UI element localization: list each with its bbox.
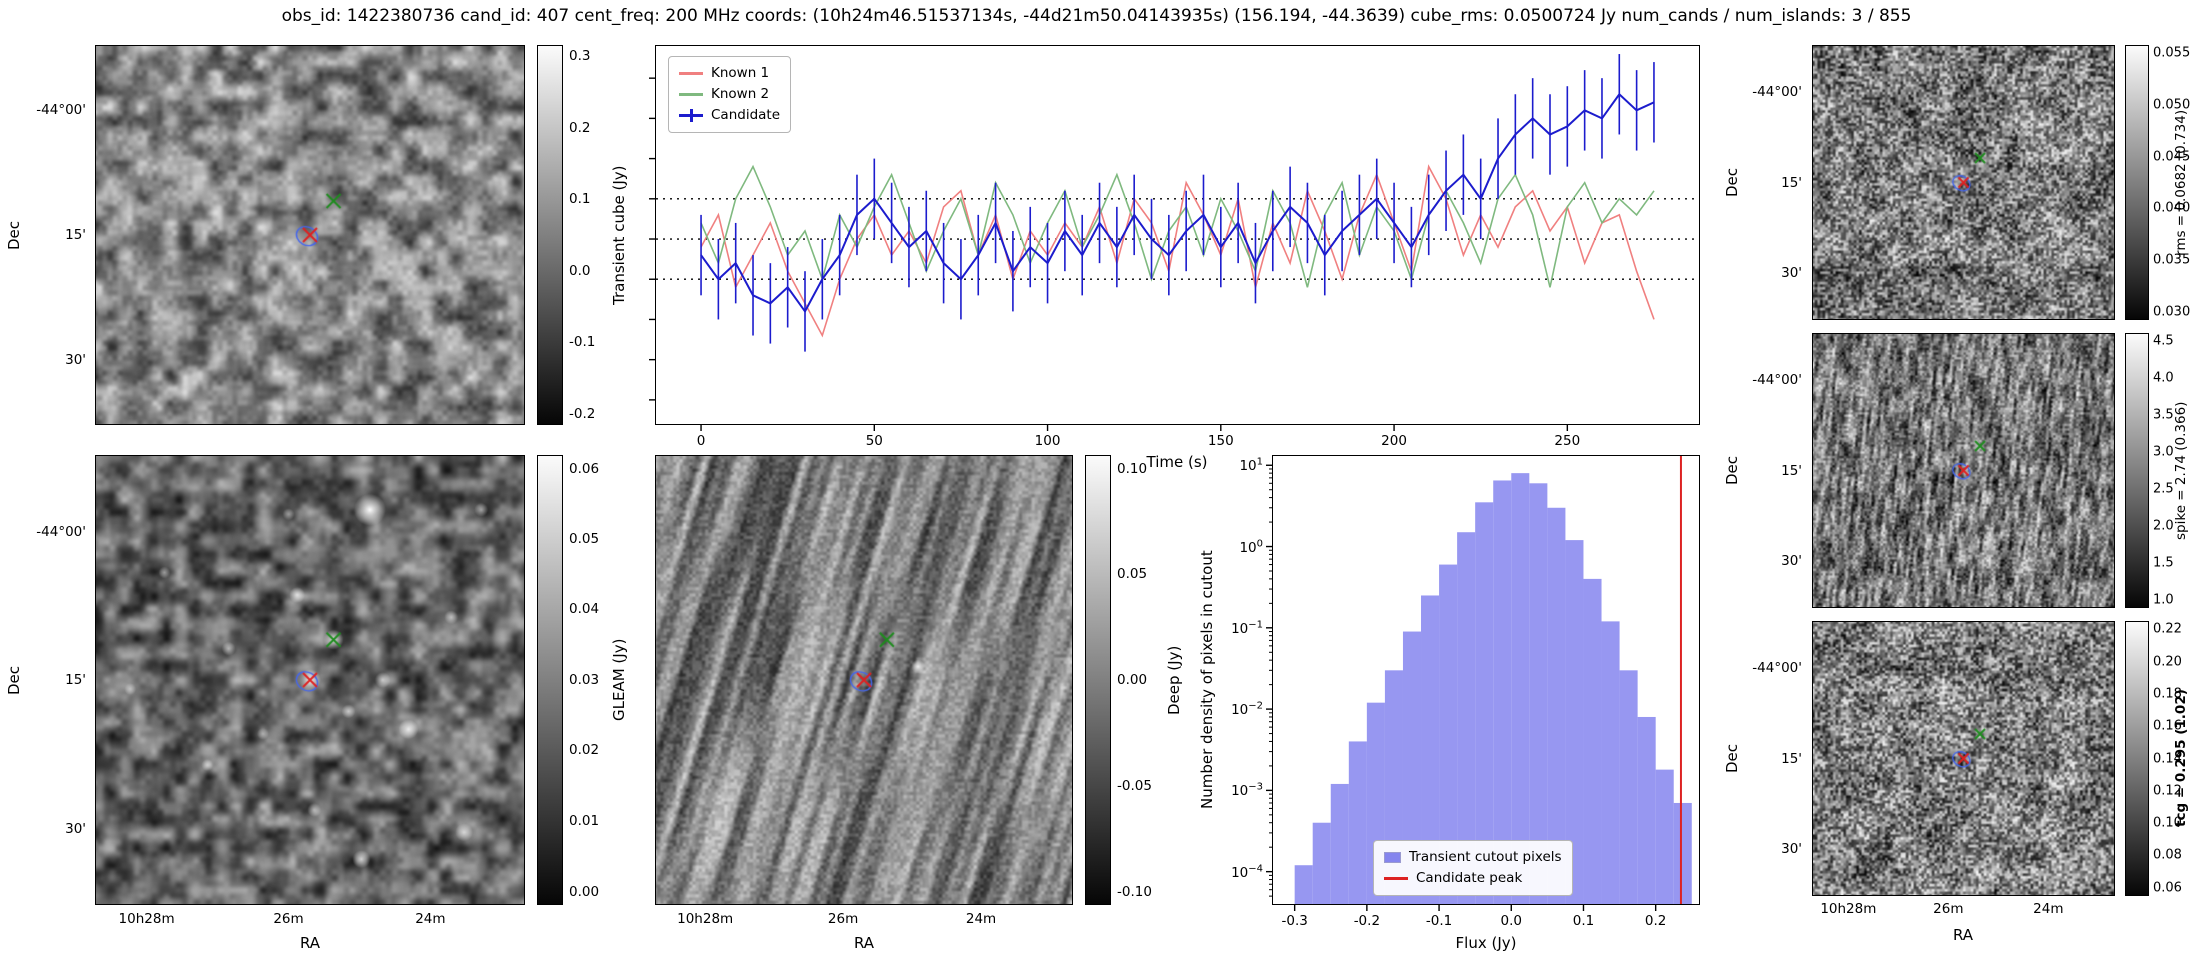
- deep-colorbar-ticks: 0.10 0.05 0.00 -0.05 -0.10: [1117, 460, 1152, 900]
- histogram-ylabel: Number density of pixels in cutout: [1198, 550, 1216, 810]
- tcg-colorbar-ticks: 0.22 0.20 0.18 0.16 0.14 0.12 0.10 0.08 0.06: [2153, 621, 2182, 896]
- figure-title: obs_id: 1422380736 cand_id: 407 cent_fre…: [281, 6, 1912, 26]
- rms-colorbar-ticks: 0.055 0.050 0.045 0.040 0.035 0.030: [2153, 45, 2191, 320]
- tcg-ra-ticks: 10h28m 26m 24m: [1820, 901, 2064, 917]
- tcg-dec-ticks: -44°00' 15' 30': [1752, 659, 1802, 858]
- spike-dec-axis-label: Dec: [1723, 455, 1741, 486]
- gleam-cutout-image: [96, 456, 524, 904]
- gleam-dec-axis-label: Dec: [5, 665, 23, 695]
- deep-ra-label: RA: [853, 934, 875, 952]
- gleam-colorbar: [537, 455, 563, 905]
- transient-dec-ticks: -44°00' 15' 30': [36, 101, 86, 369]
- spike-cutout-panel: [1812, 333, 2115, 608]
- lightcurve-xlabel: Time (s): [1146, 453, 1208, 471]
- transient-colorbar-label: Transient cube (Jy): [610, 165, 628, 305]
- deep-ra-ticks: 10h28m 26m 24m: [677, 911, 997, 927]
- tcg-cutout-panel: [1812, 621, 2115, 896]
- deep-colorbar-label: Deep (Jy): [1165, 645, 1183, 715]
- deep-cutout-panel: [655, 455, 1073, 905]
- spike-colorbar-label: spike = 2.74 (0.366): [2173, 401, 2189, 540]
- gleam-dec-ticks: -44°00' 15' 30': [36, 523, 86, 837]
- spike-dec-ticks: -44°00' 15' 30': [1752, 371, 1802, 570]
- transient-colorbar-ticks: 0.3 0.2 0.1 0.0 -0.1 -0.2: [569, 48, 596, 422]
- tcg-colorbar-label: tcg = 0.295 (1.02): [2173, 689, 2189, 828]
- tcg-ra-label: RA: [1952, 926, 1974, 944]
- tcg-cutout-image: [1813, 622, 2114, 895]
- histogram-plot: Transient cutout pixels Candidate peak -0…: [1231, 455, 1700, 929]
- histogram-legend: Transient cutout pixels Candidate peak: [1373, 840, 1573, 896]
- spike-cutout-image: [1813, 334, 2114, 607]
- gleam-cutout-panel: [95, 455, 525, 905]
- gleam-ra-ticks: 10h28m 26m 24m: [118, 911, 446, 927]
- lightcurve-plot: Known 1 Known 2 Candidate 0 50 100 150 200 250: [649, 45, 1700, 449]
- rms-colorbar: [2125, 45, 2149, 320]
- deep-colorbar: [1085, 455, 1111, 905]
- deep-cutout-image: [656, 456, 1072, 904]
- transient-cutout-panel: [95, 45, 525, 425]
- gleam-ra-label: RA: [299, 934, 321, 952]
- rms-dec-axis-label: Dec: [1723, 167, 1741, 198]
- transient-cutout-image: [96, 46, 524, 424]
- rms-cutout-panel: [1812, 45, 2115, 320]
- lightcurve-legend: Known 1 Known 2 Candidate: [668, 56, 792, 133]
- tcg-colorbar: [2125, 621, 2149, 896]
- spike-colorbar-ticks: 4.5 4.0 3.5 3.0 2.5 2.0 1.5 1.0: [2153, 333, 2174, 608]
- transient-colorbar: [537, 45, 563, 425]
- rms-colorbar-label: rms = 0.0682 (0.734): [2173, 109, 2189, 256]
- spike-colorbar: [2125, 333, 2149, 608]
- rms-cutout-image: [1813, 46, 2114, 319]
- gleam-colorbar-ticks: 0.06 0.05 0.04 0.03 0.02 0.01 0.00: [569, 460, 600, 900]
- tcg-dec-axis-label: Dec: [1723, 743, 1741, 774]
- rms-dec-ticks: -44°00' 15' 30': [1752, 83, 1802, 282]
- transient-dec-axis-label: Dec: [5, 220, 23, 250]
- gleam-colorbar-label: GLEAM (Jy): [610, 638, 628, 722]
- histogram-xlabel: Flux (Jy): [1455, 934, 1517, 952]
